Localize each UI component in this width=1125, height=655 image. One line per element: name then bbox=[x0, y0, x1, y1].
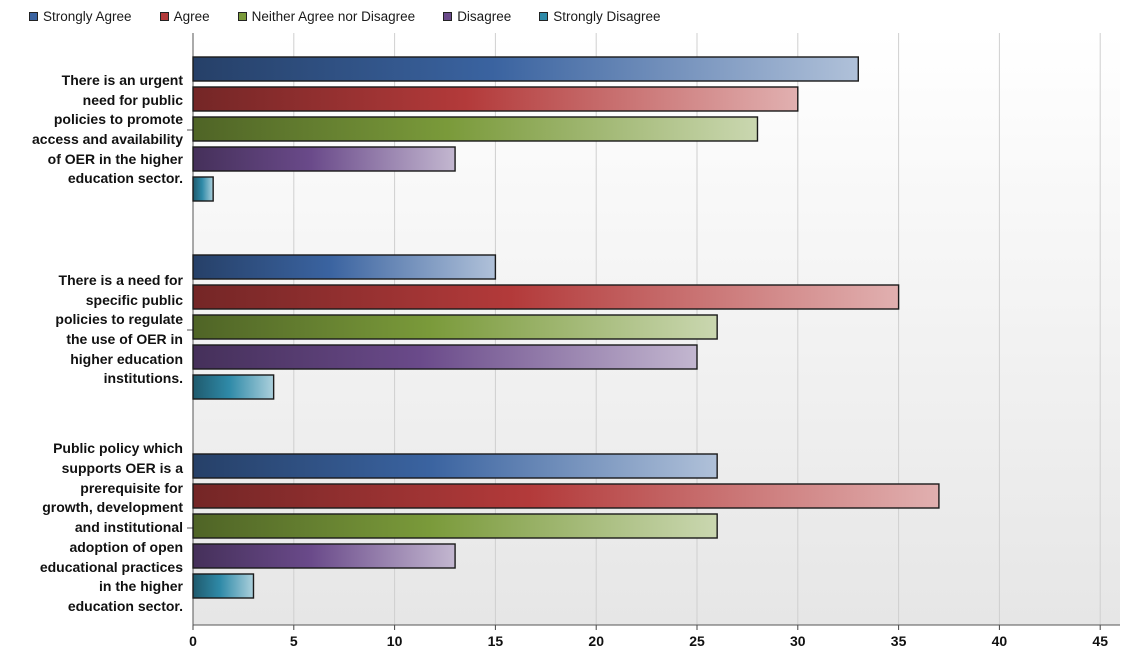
legend-label: Agree bbox=[173, 8, 210, 24]
bar-agree bbox=[192, 284, 900, 310]
x-tick-label: 5 bbox=[290, 633, 298, 649]
legend-label: Strongly Disagree bbox=[553, 8, 661, 24]
legend-swatch bbox=[539, 11, 549, 21]
legend-swatch bbox=[159, 11, 169, 21]
legend-label: Strongly Agree bbox=[43, 8, 132, 24]
bar-strongly-disagree bbox=[192, 176, 214, 202]
x-tick-label: 25 bbox=[689, 633, 705, 649]
legend-item: Neither Agree nor Disagree bbox=[237, 8, 416, 24]
x-tick-label: 30 bbox=[790, 633, 806, 649]
bar-strongly-disagree bbox=[192, 573, 255, 599]
bar-agree bbox=[192, 86, 799, 112]
bar-strongly-disagree bbox=[192, 374, 275, 400]
x-tick-label: 0 bbox=[189, 633, 197, 649]
x-tick-label: 20 bbox=[588, 633, 604, 649]
legend-item: Disagree bbox=[443, 9, 511, 24]
bar-disagree bbox=[192, 543, 456, 569]
bar-disagree bbox=[192, 344, 698, 370]
x-tick-label: 10 bbox=[387, 633, 403, 649]
legend-swatch bbox=[29, 11, 38, 21]
bar-strongly-agree bbox=[192, 56, 859, 82]
x-tick-label: 35 bbox=[891, 633, 907, 649]
legend: Strongly Agree Agree Neither Agree nor Dis… bbox=[0, 5, 661, 27]
category-label: There is a need for specific public polici… bbox=[55, 271, 183, 387]
legend-item: Strongly Agree bbox=[29, 9, 132, 24]
bar-neither-agree-nor-disagree bbox=[192, 116, 759, 142]
bar-neither-agree-nor-disagree bbox=[192, 513, 718, 539]
legend-item: Agree bbox=[159, 8, 210, 24]
x-tick-label: 40 bbox=[992, 633, 1008, 649]
legend-item: Strongly Disagree bbox=[539, 8, 661, 24]
legend-swatch bbox=[443, 11, 453, 21]
category-label: There is an urgent need for public policie… bbox=[32, 71, 183, 187]
legend-label: Neither Agree nor Disagree bbox=[251, 8, 416, 24]
x-tick-label: 15 bbox=[488, 633, 504, 649]
legend-label: Disagree bbox=[457, 8, 512, 24]
bar-neither-agree-nor-disagree bbox=[192, 314, 718, 340]
category-label: Public policy which supports OER is a prer… bbox=[39, 440, 183, 614]
bar-strongly-agree bbox=[192, 254, 497, 280]
bar-strongly-agree bbox=[192, 453, 718, 479]
x-tick-label: 45 bbox=[1092, 633, 1108, 649]
bar-agree bbox=[192, 483, 940, 509]
legend-swatch bbox=[237, 11, 247, 21]
bar-disagree bbox=[192, 146, 456, 172]
